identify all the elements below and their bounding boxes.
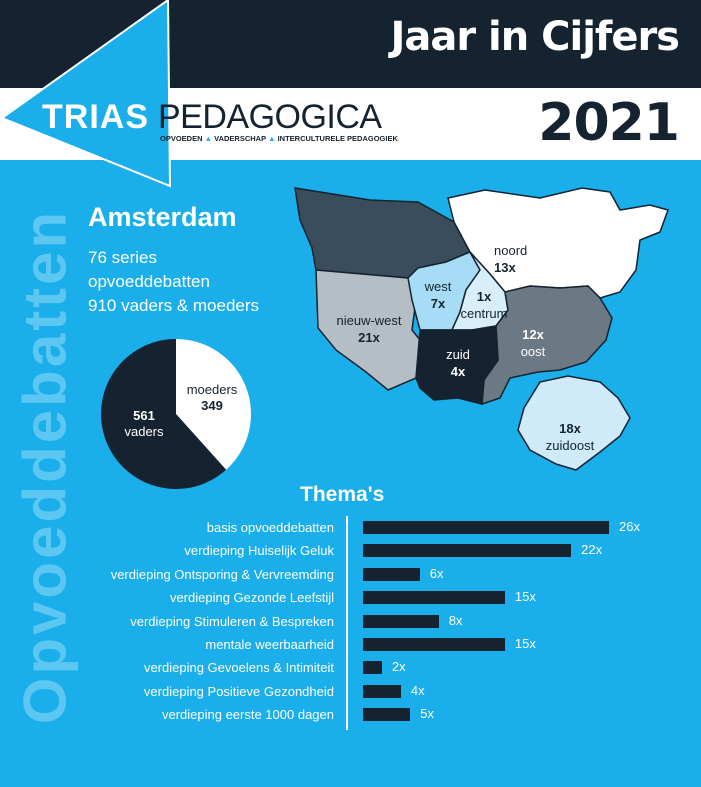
bar-value-label: 15x <box>514 636 536 651</box>
series-count: 76 series <box>88 248 157 267</box>
district-count: 12x <box>522 327 544 342</box>
bar <box>363 567 420 581</box>
chart-axis-divider <box>346 516 348 730</box>
page-title: Jaar in Cijfers <box>390 14 680 60</box>
pie-slice-moeders <box>176 339 252 470</box>
bar-value-label: 4x <box>410 682 425 698</box>
bar <box>363 591 505 605</box>
bar-row: verdieping Gevoelens & Intimiteit 2x <box>0 657 701 679</box>
bar <box>363 521 609 534</box>
bar-category-label: verdieping Stimuleren & Bespreken <box>130 613 334 629</box>
bar-category-label: basis opvoeddebatten <box>206 520 334 535</box>
bar-row: verdieping Stimuleren & Bespreken 8x <box>0 611 701 633</box>
district-name: centrum <box>460 306 508 321</box>
district-count: 21x <box>358 330 380 345</box>
pie-value: 561 <box>133 408 155 423</box>
bar-row: verdieping Positieve Gezondheid 4x <box>0 681 701 703</box>
pie-value: 349 <box>201 398 223 413</box>
tagline-item: VADERSCHAP <box>214 134 266 143</box>
district-label-zuidoost: 18x zuidoost <box>538 420 602 454</box>
bar-category-label: mentale weerbaarheid <box>205 637 334 652</box>
bar <box>363 638 505 651</box>
district-name: oost <box>520 344 546 359</box>
district-label-west: west 7x <box>418 278 458 312</box>
chart-title: Thema's <box>300 483 385 506</box>
bar-category-label: verdieping Gevoelens & Intimiteit <box>143 660 334 676</box>
bar-value-label: 6x <box>429 565 444 581</box>
bar-row: verdieping Gezonde Leefstijl 15x <box>0 587 701 609</box>
bar-value-label: 26x <box>619 519 640 534</box>
pie-name: moeders <box>186 382 238 397</box>
district-label-noord: noord 13x <box>494 242 554 276</box>
bar <box>363 544 572 558</box>
year-label: 2021 <box>538 93 680 153</box>
bar <box>363 661 382 675</box>
district-name: nieuw-west <box>336 313 402 328</box>
district-count: 1x <box>476 289 492 304</box>
bar-value-label: 15x <box>514 589 536 605</box>
series-type: opvoeddebatten <box>88 272 210 291</box>
pie-slice-vaders <box>101 339 227 489</box>
bar-category-label: verdieping Huiselijk Geluk <box>184 543 334 559</box>
district-count: 18x <box>559 421 581 436</box>
district-count: 4x <box>450 364 466 379</box>
district-label-zuid: zuid 4x <box>436 346 480 380</box>
district-label-centrum: 1x centrum <box>458 288 510 322</box>
district-map <box>294 187 669 471</box>
district-name: west <box>424 279 452 294</box>
bar-row: verdieping eerste 1000 dagen 5x <box>0 704 701 726</box>
bar-category-label: verdieping Ontsporing & Vervreemding <box>110 566 334 582</box>
bar-row: verdieping Huiselijk Geluk 22x <box>0 540 701 562</box>
participants-count: 910 vaders & moeders <box>88 296 260 315</box>
bar-category-label: verdieping eerste 1000 dagen <box>161 707 334 723</box>
tagline-item: OPVOEDEN <box>160 134 203 143</box>
district-name: noord <box>494 243 528 258</box>
bar-category-label: verdieping Positieve Gezondheid <box>143 683 334 699</box>
bar <box>363 708 411 722</box>
bar-row: verdieping Ontsporing & Vervreemding 6x <box>0 564 701 586</box>
tagline-item: INTERCULTURELE PEDAGOGIEK <box>277 134 398 143</box>
district-count: 13x <box>494 260 516 275</box>
bar <box>363 684 401 698</box>
bar-value-label: 5x <box>420 706 435 722</box>
district-name: zuidoost <box>545 438 595 453</box>
pie-chart: 561 vaders moeders 349 <box>100 338 252 490</box>
logo-triangle-icon <box>0 0 172 188</box>
pie-svg <box>101 339 252 489</box>
bar-row: mentale weerbaarheid 15x <box>0 634 701 656</box>
bar-row: basis opvoeddebatten 26x <box>0 517 701 539</box>
bar-value-label: 22x <box>581 542 603 558</box>
logo-trias: TRIAS <box>42 98 149 136</box>
district-zuid <box>415 325 499 405</box>
bar-value-label: 8x <box>448 612 463 628</box>
pie-name: vaders <box>124 424 164 439</box>
bar-category-label: verdieping Gezonde Leefstijl <box>169 590 334 606</box>
logo-pedagogica: PEDAGOGICA <box>158 98 382 136</box>
logo-tagline: OPVOEDEN ▲ VADERSCHAP ▲ INTERCULTURELE P… <box>160 134 398 143</box>
triangle-icon: ▲ <box>268 134 276 143</box>
pie-label-moeders: moeders 349 <box>176 382 248 414</box>
district-label-nieuw-west: nieuw-west 21x <box>332 312 406 346</box>
pie-label-vaders: 561 vaders <box>104 408 184 440</box>
bar <box>363 614 439 628</box>
district-label-oost: 12x oost <box>510 326 556 360</box>
bar-value-label: 2x <box>391 659 406 675</box>
district-count: 7x <box>430 296 446 311</box>
district-zuidoost <box>517 375 631 471</box>
city-title: Amsterdam <box>88 202 237 232</box>
district-name: zuid <box>446 347 470 362</box>
triangle-icon: ▲ <box>204 134 213 143</box>
